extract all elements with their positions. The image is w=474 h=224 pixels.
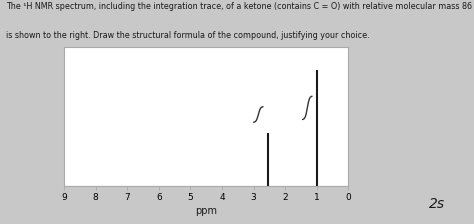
X-axis label: ppm: ppm	[195, 206, 217, 216]
Text: The ¹H NMR spectrum, including the integration trace, of a ketone (contains C = : The ¹H NMR spectrum, including the integ…	[6, 2, 472, 11]
Text: is shown to the right. Draw the structural formula of the compound, justifying y: is shown to the right. Draw the structur…	[6, 31, 369, 40]
Text: 2s: 2s	[429, 197, 445, 211]
